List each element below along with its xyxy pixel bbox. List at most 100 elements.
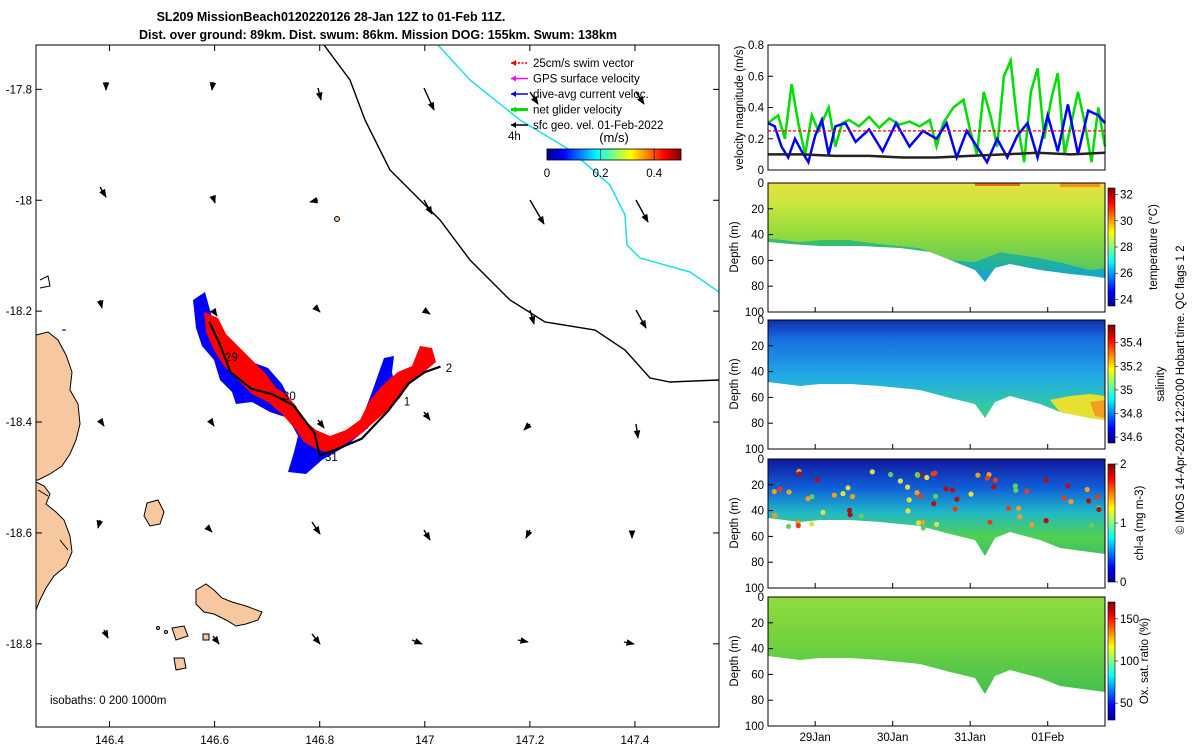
- chla-sample-dot: [914, 490, 920, 496]
- geo-velocity-arrow: [312, 304, 321, 313]
- surface-geostrophic-arrows: [96, 81, 649, 646]
- geo-velocity-arrow: [316, 419, 325, 429]
- figure-title-line2: Dist. over ground: 89km. Dist. swum: 86k…: [139, 28, 617, 42]
- depth-tick-label: 0: [758, 592, 764, 604]
- cbar-tick-label: 32: [1120, 190, 1133, 202]
- velocity-plot-area: [768, 45, 1105, 170]
- geo-velocity-arrow: [421, 307, 431, 315]
- geo-velocity-arrow: [99, 186, 107, 198]
- geo-velocity-arrow: [523, 422, 532, 431]
- oxygen-colorbar: [1107, 601, 1116, 721]
- chla-sample-dot: [933, 493, 939, 499]
- velocity-series-line: [768, 151, 1106, 159]
- chla-sample-dot: [1061, 495, 1067, 501]
- cbar-tick-label: 30: [1120, 216, 1133, 228]
- geo-velocity-arrow: [96, 299, 104, 309]
- chla-sample-dot: [954, 496, 960, 502]
- legend-arrowhead: [511, 60, 516, 66]
- legend-entry: 25cm/s swim vector: [511, 58, 634, 70]
- cbar-tick-label: 150: [1120, 614, 1139, 626]
- salinity-y-ticks: 0 20 40 60 80 100: [745, 315, 773, 456]
- velocity-panel: 0 0.2 0.4 0.6 0.8 velocity magnitude (m/s): [734, 40, 1107, 177]
- depth-tick-label: 80: [751, 557, 764, 569]
- map-xtick-label: 147: [415, 735, 434, 747]
- colorbar-tick-label: 0.4: [646, 168, 663, 180]
- day-label: 29: [225, 352, 238, 364]
- chla-colorbar: [1107, 463, 1116, 583]
- chla-sample-dot: [809, 494, 815, 500]
- velocity-ytick-label: 0.2: [748, 134, 764, 146]
- cbar-tick-label: 28: [1120, 242, 1133, 254]
- geo-velocity-arrow: [209, 194, 216, 204]
- island-2: [143, 499, 165, 527]
- chla-frame: [767, 458, 1106, 589]
- cbar-tick-label: 34.8: [1120, 409, 1142, 421]
- salinity-cbar-label: salinity: [1155, 366, 1167, 401]
- velocity-ylabel: velocity magnitude (m/s): [734, 46, 746, 171]
- temperature-frame: [767, 182, 1106, 313]
- chla-y-ticks: 0 20 40 60 80 100: [745, 454, 773, 595]
- legend-label: sfc geo. vel. 01-Feb-2022: [533, 120, 663, 132]
- legend-entry: GPS surface velocity: [511, 74, 640, 86]
- swim-vector-fill: [204, 312, 436, 452]
- chla-sample-dot: [984, 475, 991, 481]
- map-frame: [35, 44, 720, 728]
- islet-3: [164, 630, 168, 634]
- chla-sample-dot: [1029, 522, 1035, 528]
- legend-entry: net glider velocity: [511, 105, 622, 117]
- legend-arrowhead: [511, 106, 516, 113]
- velocity-y-ticks: 0 0.2 0.4 0.6 0.8: [748, 40, 773, 177]
- chla-sample-dot: [987, 519, 993, 525]
- geo-velocity-arrow: [529, 91, 539, 105]
- geo-velocity-arrow: [96, 519, 104, 529]
- cbar-tick-label: 0: [1120, 577, 1126, 589]
- depth-tick-label: 60: [751, 392, 764, 404]
- mainland-coast: [36, 331, 81, 481]
- map-ytick-label: -18: [15, 195, 32, 207]
- salinity-high-core: [1090, 400, 1105, 418]
- geo-velocity-arrow: [635, 199, 649, 223]
- legend-arrowhead: [511, 75, 516, 82]
- figure-title-line1: SL209 MissionBeach0120220126 28-Jan 12Z …: [157, 10, 506, 24]
- island-5: [202, 633, 210, 641]
- chla-sample-dot: [1096, 506, 1102, 513]
- salinity-frame: [767, 319, 1106, 450]
- chla-sample-dot: [858, 513, 864, 519]
- geo-velocity-arrow: [309, 196, 319, 204]
- geo-velocity-arrow: [204, 524, 213, 533]
- arrow-scale-label: 4h: [508, 131, 521, 143]
- cbar-tick-label: 1: [1120, 518, 1126, 530]
- depth-tick-label: 40: [751, 230, 764, 242]
- velocity-ytick-label: 0: [758, 165, 764, 177]
- chla-sample-dot: [924, 474, 930, 481]
- legend-label: 25cm/s swim vector: [533, 58, 634, 70]
- legend-label: net glider velocity: [533, 105, 622, 117]
- chla-sample-dot: [771, 489, 777, 495]
- chla-sample-dot: [968, 491, 974, 497]
- chla-sample-dot: [795, 523, 801, 529]
- legend-arrowhead: [511, 122, 516, 128]
- chla-sample-dot: [888, 472, 894, 478]
- depth-tick-label: 40: [751, 506, 764, 518]
- chla-sample-dot: [897, 478, 904, 484]
- chla-sample-dot: [934, 521, 940, 528]
- map-ytick-label: -18.4: [6, 417, 33, 429]
- geo-velocity-arrow: [528, 309, 536, 325]
- depth-tick-label: 60: [751, 669, 764, 681]
- colorbar-tick-label: 0.2: [593, 168, 609, 180]
- day-label: 1: [404, 396, 410, 408]
- chla-sample-dot: [918, 493, 924, 499]
- depth-tick-label: 100: [745, 583, 764, 595]
- depth-tick-label: 80: [751, 281, 764, 293]
- temperature-lower: [768, 238, 1105, 282]
- chla-sample-dot: [814, 477, 820, 483]
- depth-tick-label: 60: [751, 531, 764, 543]
- day-label: 31: [325, 452, 338, 464]
- isobath-200: [323, 45, 719, 383]
- colorbar-tick-label: 0: [544, 168, 550, 180]
- geo-velocity-arrow: [311, 521, 321, 535]
- velocity-series: [767, 55, 1107, 166]
- chla-sample-dot: [1013, 487, 1019, 493]
- depth-tick-label: 80: [751, 695, 764, 707]
- time-tick-label: 29Jan: [800, 732, 831, 744]
